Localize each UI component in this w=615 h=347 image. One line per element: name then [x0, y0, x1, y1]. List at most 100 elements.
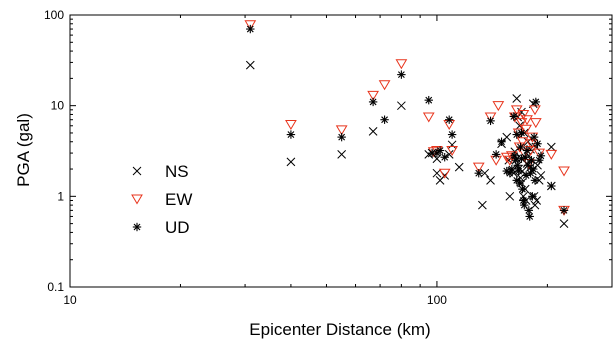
data-point-ew	[517, 109, 530, 120]
data-point-ud	[530, 176, 540, 185]
data-point-ew	[438, 168, 451, 179]
data-point-ud	[246, 24, 255, 34]
data-point-ud	[474, 168, 483, 178]
data-point-ns	[486, 176, 495, 185]
legend: NS EW UD	[131, 162, 192, 237]
data-point-ud	[529, 164, 538, 174]
data-point-ud	[286, 130, 296, 139]
data-point-ud	[529, 132, 539, 142]
data-point-ud	[526, 168, 535, 178]
data-point-ew	[422, 112, 435, 123]
data-point-ns	[515, 121, 524, 131]
data-point-ud	[522, 146, 532, 155]
data-point-ns	[337, 150, 347, 159]
data-point-ew	[244, 20, 257, 31]
data-point-ew	[367, 90, 379, 101]
legend-marker-ud	[132, 222, 142, 232]
data-point-ud	[531, 97, 541, 107]
data-point-ud	[533, 139, 542, 148]
data-point-ud	[517, 128, 526, 138]
plot-area-border	[69, 14, 613, 288]
x-axis-title: Epicenter Distance (km)	[249, 320, 430, 339]
data-point-ew	[515, 118, 528, 129]
data-point-ew	[446, 146, 458, 157]
data-point-ew	[529, 105, 541, 116]
legend-label-ew: EW	[165, 190, 192, 209]
data-point-ud	[424, 95, 433, 105]
x-tick-label: 100	[427, 293, 447, 307]
data-point-ud	[337, 132, 346, 142]
legend-label-ns: NS	[165, 162, 189, 181]
data-point-ew	[520, 124, 532, 135]
y-tick-label: 0.1	[47, 280, 64, 294]
data-point-ud	[380, 115, 389, 124]
data-point-ns	[454, 162, 464, 172]
data-point-ud	[523, 161, 533, 170]
data-point-ud	[525, 212, 534, 221]
data-point-ud	[547, 181, 556, 191]
data-point-ud	[427, 148, 437, 158]
data-point-ud	[514, 166, 523, 176]
data-point-ud	[516, 142, 525, 152]
data-point-ew	[285, 119, 297, 130]
series-ud	[246, 24, 569, 221]
data-point-ew	[521, 115, 533, 126]
data-point-ud	[397, 70, 406, 79]
data-point-ns	[536, 171, 546, 180]
data-point-ew	[516, 137, 529, 148]
data-point-ud	[509, 112, 519, 121]
data-point-ew	[335, 125, 348, 136]
data-point-ew	[378, 80, 391, 91]
data-point-ew	[558, 166, 570, 177]
series-ew	[244, 20, 570, 216]
data-point-ud	[440, 153, 449, 162]
legend-marker-ew	[131, 194, 143, 205]
data-point-ud	[497, 137, 506, 146]
data-point-ns	[546, 142, 556, 152]
data-point-ud	[447, 130, 457, 139]
data-point-ud	[491, 150, 501, 159]
data-point-ud	[524, 206, 534, 215]
data-point-ew	[533, 148, 546, 159]
legend-marker-ns	[132, 166, 142, 176]
data-point-ud	[513, 161, 522, 170]
data-point-ns	[286, 157, 296, 167]
data-point-ud	[444, 115, 454, 124]
data-point-ud	[368, 97, 378, 107]
legend-label-ud: UD	[165, 218, 190, 237]
data-point-ud	[528, 192, 537, 201]
data-point-ud	[507, 164, 517, 174]
data-point-ew	[484, 112, 497, 123]
data-point-ew	[492, 101, 505, 112]
x-tick-label: 10	[63, 293, 77, 307]
axis-ticks	[69, 14, 613, 288]
data-point-ns	[559, 219, 569, 228]
data-point-ns	[530, 200, 540, 210]
data-point-ew	[545, 149, 558, 160]
data-point-ud	[515, 178, 524, 188]
data-point-ew	[395, 59, 408, 70]
data-point-ud	[486, 116, 495, 126]
data-point-ns	[245, 60, 255, 70]
data-point-ud	[536, 151, 546, 160]
data-point-ud	[435, 146, 445, 155]
data-point-ud	[518, 184, 527, 194]
tick-labels: 10 100 0.1 1 10 100	[44, 8, 447, 307]
data-point-ns	[397, 101, 406, 111]
data-point-ns	[368, 127, 378, 136]
data-point-ud	[520, 153, 530, 162]
data-point-ud	[510, 151, 519, 160]
data-point-ew	[500, 152, 513, 163]
data-point-ns	[478, 200, 487, 210]
axes-frame	[69, 14, 613, 288]
data-point-ns	[505, 191, 515, 201]
y-tick-label: 10	[51, 99, 65, 113]
y-tick-label: 100	[44, 8, 64, 22]
data-points	[244, 20, 570, 228]
data-point-ud	[527, 156, 536, 165]
data-point-ns	[447, 140, 457, 150]
data-point-ns	[512, 94, 522, 103]
y-tick-label: 1	[57, 189, 64, 203]
series-ns	[245, 60, 569, 228]
